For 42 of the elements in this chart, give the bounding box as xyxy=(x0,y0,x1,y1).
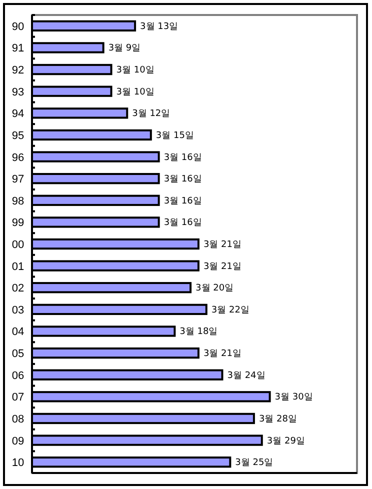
data-label: 3월 15일 xyxy=(156,130,194,141)
data-label: 3월 10일 xyxy=(116,87,154,98)
y-tick-label: 96 xyxy=(12,152,24,164)
data-label: 3월 21일 xyxy=(203,240,242,250)
data-label: 3월 30일 xyxy=(274,392,313,403)
y-tick-label: 94 xyxy=(12,108,24,120)
y-tick-label: 04 xyxy=(12,326,24,338)
y-tick-label: 09 xyxy=(12,435,24,448)
y-tick-label: 10 xyxy=(12,457,24,470)
data-label: 3월 9일 xyxy=(108,44,141,54)
y-tick-label: 06 xyxy=(12,370,24,382)
data-label: 3월 13일 xyxy=(140,22,178,32)
data-label: 3월 16일 xyxy=(164,152,202,163)
y-tick-label: 05 xyxy=(12,348,24,360)
data-label: 3월 21일 xyxy=(203,349,242,360)
y-tick-label: 02 xyxy=(12,282,24,295)
y-tick-label: 93 xyxy=(12,86,24,98)
data-label: 3월 16일 xyxy=(164,196,202,206)
y-tick-label: 01 xyxy=(12,260,24,273)
y-tick-label: 92 xyxy=(12,64,24,77)
data-label: 3월 29일 xyxy=(266,436,305,446)
y-tick-label: 91 xyxy=(12,42,24,55)
y-tick-label: 07 xyxy=(12,392,24,404)
data-label: 3월 22일 xyxy=(211,305,250,316)
data-label: 3월 12일 xyxy=(132,109,170,120)
y-tick-label: 03 xyxy=(12,304,24,316)
y-tick-label: 95 xyxy=(12,130,24,142)
data-label: 3월 24일 xyxy=(227,370,266,381)
y-tick-label: 99 xyxy=(12,217,24,230)
data-label: 3월 20일 xyxy=(196,284,234,294)
y-tick-label: 90 xyxy=(12,20,24,33)
y-tick-label: 00 xyxy=(12,239,24,251)
data-label: 3월 25일 xyxy=(235,458,274,468)
data-label: 3월 16일 xyxy=(164,174,202,185)
data-label: 3월 10일 xyxy=(116,66,154,76)
y-tick-label: 08 xyxy=(12,413,24,426)
y-tick-label: 98 xyxy=(12,195,24,208)
data-label: 3월 16일 xyxy=(164,218,202,228)
data-label: 3월 21일 xyxy=(203,262,242,272)
y-tick-label: 97 xyxy=(12,174,24,186)
data-label: 3월 18일 xyxy=(180,327,218,338)
data-label: 3월 28일 xyxy=(258,414,297,424)
